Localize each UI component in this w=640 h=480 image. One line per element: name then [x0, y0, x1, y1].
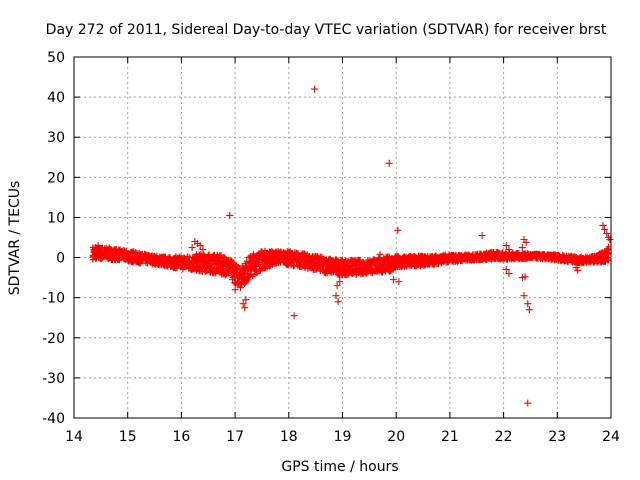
y-tick-label: 20	[47, 170, 65, 186]
data-point	[231, 286, 239, 294]
y-tick-label: 10	[47, 210, 65, 226]
data-point	[597, 258, 605, 266]
x-tick-label: 19	[334, 429, 352, 445]
y-tick-label: -20	[42, 331, 65, 347]
data-point	[199, 246, 207, 254]
data-point	[334, 298, 342, 306]
y-tick-label: -40	[42, 411, 65, 427]
data-point	[239, 300, 247, 308]
x-tick-label: 22	[495, 429, 513, 445]
x-tick-label: 15	[119, 429, 137, 445]
x-axis-title: GPS time / hours	[281, 459, 398, 475]
data-point	[521, 273, 529, 281]
data-point	[94, 242, 102, 250]
x-tick-label: 16	[172, 429, 190, 445]
data-point	[502, 242, 510, 250]
data-point	[603, 229, 611, 237]
data-point	[376, 250, 384, 258]
data-point	[601, 225, 609, 233]
data-point	[522, 238, 530, 246]
ticks: 14 15 16 17 18 19 20 21 22 23 24 -40 -30 -20 -10 0 10 20 3…	[42, 50, 620, 445]
x-tick-label: 17	[226, 429, 244, 445]
data-point	[525, 306, 533, 314]
data-point	[606, 236, 614, 244]
data-point	[394, 226, 402, 234]
data-series	[89, 85, 614, 407]
data-point	[228, 276, 236, 284]
data-point	[236, 284, 244, 292]
data-point	[241, 304, 249, 312]
data-point	[332, 292, 340, 300]
x-tick-label: 14	[65, 429, 83, 445]
data-point	[505, 270, 513, 278]
data-point	[234, 280, 242, 288]
data-point	[279, 249, 287, 257]
data-point	[502, 266, 510, 274]
data-point	[336, 278, 344, 286]
data-point	[311, 85, 319, 93]
y-tick-label: 30	[47, 130, 65, 146]
x-tick-label: 23	[548, 429, 566, 445]
data-point	[390, 276, 398, 284]
x-tick-label: 18	[280, 429, 298, 445]
y-tick-label: -30	[42, 371, 65, 387]
y-axis-title: SDTVAR / TECUs	[7, 181, 23, 296]
x-tick-label: 21	[441, 429, 459, 445]
data-point	[188, 244, 196, 252]
y-tick-label: -10	[42, 291, 65, 307]
x-tick-label: 20	[387, 429, 405, 445]
data-band-markers	[89, 243, 612, 288]
data-point	[290, 312, 298, 320]
y-tick-label: 50	[47, 50, 65, 66]
y-tick-label: 0	[56, 251, 65, 267]
data-point	[478, 231, 486, 239]
data-point	[129, 248, 137, 256]
data-point	[505, 246, 513, 254]
data-point	[385, 159, 393, 167]
data-point	[574, 266, 582, 274]
data-point	[599, 221, 607, 229]
data-point	[524, 300, 532, 308]
x-tick-label: 24	[602, 429, 620, 445]
data-point	[242, 296, 250, 304]
data-point	[518, 244, 526, 252]
data-point	[333, 282, 341, 290]
data-point	[520, 292, 528, 300]
data-point	[196, 242, 204, 250]
chart-title: Day 272 of 2011, Sidereal Day-to-day VTE…	[46, 22, 607, 38]
data-point	[395, 278, 403, 286]
grid	[74, 57, 611, 418]
data-point	[524, 399, 532, 407]
data-point	[226, 211, 234, 219]
y-tick-label: 40	[47, 90, 65, 106]
